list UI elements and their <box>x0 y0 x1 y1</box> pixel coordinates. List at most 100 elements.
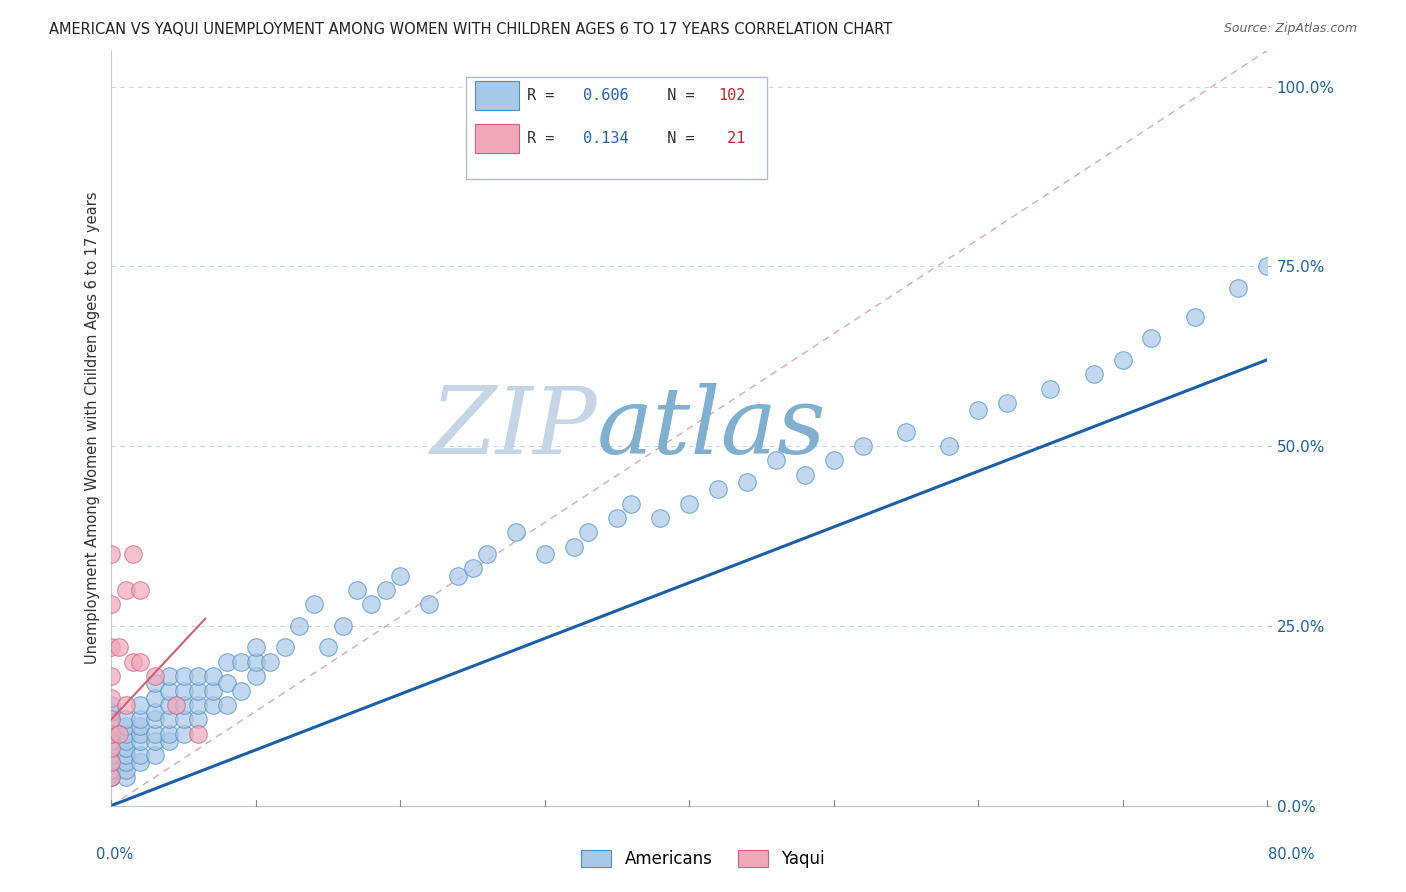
Point <box>157 698 180 712</box>
Point <box>157 712 180 726</box>
Point <box>100 756 122 770</box>
Point <box>374 582 396 597</box>
Point <box>100 726 122 740</box>
Point <box>650 511 672 525</box>
Point <box>173 712 195 726</box>
Point <box>143 676 166 690</box>
Point <box>143 705 166 719</box>
Point <box>1227 281 1250 295</box>
Text: N =: N = <box>648 87 703 103</box>
Point <box>1111 352 1133 367</box>
Point <box>173 726 195 740</box>
Point <box>215 655 238 669</box>
Point <box>115 582 138 597</box>
Point <box>129 734 152 748</box>
Point <box>259 655 281 669</box>
Point <box>173 683 195 698</box>
Legend: Americans, Yaqui: Americans, Yaqui <box>575 843 831 875</box>
Point <box>995 396 1018 410</box>
Text: 102: 102 <box>718 87 745 103</box>
Point <box>447 568 470 582</box>
Point <box>129 726 152 740</box>
Text: ZIP: ZIP <box>430 384 596 473</box>
Point <box>100 763 122 777</box>
Point <box>215 698 238 712</box>
Point <box>245 669 267 683</box>
Point <box>418 597 440 611</box>
Point <box>100 763 122 777</box>
Point <box>143 748 166 763</box>
Point <box>143 712 166 726</box>
Point <box>231 655 253 669</box>
Point <box>967 403 990 417</box>
Point <box>115 748 138 763</box>
Point <box>115 741 138 756</box>
Point <box>938 439 960 453</box>
Text: 0.606: 0.606 <box>583 87 628 103</box>
Point <box>115 698 138 712</box>
Point <box>157 734 180 748</box>
Y-axis label: Unemployment Among Women with Children Ages 6 to 17 years: Unemployment Among Women with Children A… <box>86 192 100 665</box>
Point <box>157 669 180 683</box>
Point <box>129 756 152 770</box>
Point <box>157 726 180 740</box>
Point <box>793 467 815 482</box>
Point <box>129 698 152 712</box>
Point <box>707 482 730 496</box>
Point <box>332 619 354 633</box>
Point <box>173 698 195 712</box>
Point <box>735 475 758 489</box>
FancyBboxPatch shape <box>475 81 519 110</box>
Point <box>129 748 152 763</box>
Point <box>100 669 122 683</box>
Point <box>245 655 267 669</box>
Point <box>100 712 122 726</box>
Point <box>143 734 166 748</box>
Point <box>187 683 209 698</box>
Text: R =: R = <box>527 87 564 103</box>
Point <box>274 640 297 655</box>
Point <box>1083 368 1105 382</box>
Point <box>100 547 122 561</box>
Point <box>562 540 585 554</box>
Point <box>201 698 224 712</box>
Point <box>129 712 152 726</box>
Point <box>165 698 187 712</box>
Point <box>115 763 138 777</box>
Point <box>107 640 129 655</box>
Text: N =: N = <box>648 131 703 145</box>
Point <box>823 453 845 467</box>
Point <box>115 756 138 770</box>
Point <box>100 712 122 726</box>
FancyBboxPatch shape <box>467 77 766 179</box>
Point <box>100 597 122 611</box>
Point <box>231 683 253 698</box>
Point <box>187 698 209 712</box>
Point <box>215 676 238 690</box>
Point <box>576 525 599 540</box>
Point <box>129 655 152 669</box>
Point <box>187 712 209 726</box>
Point <box>360 597 382 611</box>
Point <box>1039 382 1062 396</box>
Text: AMERICAN VS YAQUI UNEMPLOYMENT AMONG WOMEN WITH CHILDREN AGES 6 TO 17 YEARS CORR: AMERICAN VS YAQUI UNEMPLOYMENT AMONG WOM… <box>49 22 893 37</box>
Point <box>143 690 166 705</box>
Point <box>100 770 122 784</box>
Point <box>505 525 527 540</box>
Point <box>143 726 166 740</box>
Point <box>100 748 122 763</box>
Point <box>533 547 555 561</box>
Point <box>461 561 484 575</box>
Point <box>100 756 122 770</box>
Text: R =: R = <box>527 131 564 145</box>
Point <box>302 597 325 611</box>
Point <box>288 619 311 633</box>
Text: Source: ZipAtlas.com: Source: ZipAtlas.com <box>1223 22 1357 36</box>
Point <box>389 568 412 582</box>
Point <box>201 669 224 683</box>
Point <box>606 511 628 525</box>
Point <box>100 690 122 705</box>
Point <box>100 726 122 740</box>
Point <box>122 547 145 561</box>
Text: 21: 21 <box>718 131 745 145</box>
